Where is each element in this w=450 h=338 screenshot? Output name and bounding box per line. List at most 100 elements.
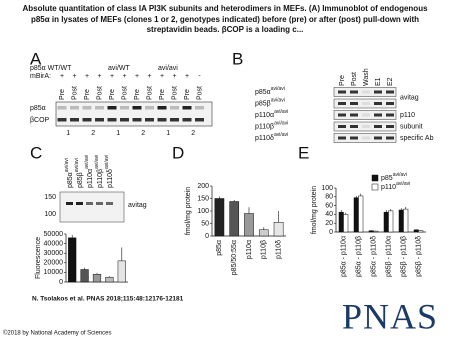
label-main: p85 — [381, 175, 393, 182]
band — [350, 136, 358, 140]
band — [76, 202, 83, 205]
lane-label: Pre — [84, 89, 91, 100]
band — [386, 125, 394, 128]
bar — [338, 211, 344, 233]
band — [362, 136, 370, 140]
citation: N. Tsolakos et al. PNAS 2018;115:48:1217… — [32, 296, 184, 303]
panel-letter: A — [30, 49, 42, 68]
bar — [398, 209, 404, 233]
label-sup: avi/avi — [274, 132, 288, 138]
x-tick-label: p85α — [216, 240, 223, 256]
lane-label: Pre — [59, 89, 66, 100]
bar — [358, 195, 364, 233]
y-tick-label: 50 — [201, 220, 209, 227]
label-main: p110δ — [107, 169, 114, 188]
legend-swatch — [371, 183, 379, 191]
label-sup: avi/avi — [104, 155, 110, 169]
band — [374, 113, 382, 117]
band — [362, 102, 370, 105]
bar — [353, 197, 359, 233]
label-sup: avi/avi — [274, 109, 288, 115]
label-sup: avi/avi — [64, 158, 70, 172]
band — [195, 106, 204, 110]
mbira-sign: + — [72, 73, 76, 80]
bar — [258, 229, 269, 237]
band — [338, 125, 346, 128]
band — [96, 202, 103, 205]
right-label: specific Ab — [400, 135, 434, 142]
panel-letter: C — [30, 143, 42, 162]
clone-label: 1 — [116, 130, 120, 137]
y-tick-label: 0 — [329, 229, 333, 236]
band — [107, 106, 117, 110]
column-label: Post — [351, 72, 358, 86]
bar — [368, 230, 374, 233]
label-main: p85α — [255, 89, 271, 96]
column-label: E1 — [375, 77, 382, 86]
band — [182, 106, 192, 110]
label-main: p85β — [77, 172, 84, 188]
blot-label: avitag — [128, 202, 147, 209]
band — [170, 106, 179, 110]
bar — [273, 222, 284, 237]
band — [350, 125, 358, 128]
band — [86, 202, 93, 205]
blot — [55, 101, 213, 127]
bar — [80, 269, 89, 283]
copyright: ©2018 by National Academy of Sciences — [3, 330, 111, 337]
genotype: avi/avi — [158, 65, 178, 72]
row-label: p85αavi/avi — [255, 86, 285, 96]
clone-label: 1 — [66, 130, 70, 137]
lane-label: Post — [71, 86, 78, 100]
mbira-sign: + — [172, 73, 176, 80]
bar — [403, 208, 409, 233]
mbira-sign: + — [110, 73, 114, 80]
band — [107, 118, 117, 122]
band — [362, 125, 370, 128]
label-main: p110δ — [255, 135, 274, 142]
x-tick-label: p85α - p110δ — [370, 236, 377, 277]
x-tick-label: p85β - p110α — [385, 236, 392, 277]
y-tick-label: 50000 — [44, 231, 64, 238]
y-tick-label: 40 — [325, 211, 333, 218]
bar — [418, 230, 424, 233]
band — [386, 90, 394, 94]
y-tick-label: 80 — [325, 194, 333, 201]
x-tick-label: p85/50:55α — [231, 240, 238, 275]
blot — [59, 191, 125, 223]
bar — [214, 198, 225, 237]
label-sup: avi/avi — [396, 181, 410, 187]
column-label: Pre — [339, 75, 346, 86]
band — [145, 118, 154, 122]
row-label: p110βavi/avi — [255, 121, 288, 131]
lane-label: p85βavi/avi — [74, 158, 84, 188]
legend-label: p85avi/avi — [381, 172, 407, 182]
label-sup: avi/avi — [393, 172, 407, 178]
row-label: p85α — [30, 105, 46, 112]
row-label: p85βavi/avi — [255, 98, 285, 108]
panel-letter: D — [172, 143, 184, 162]
lane-label: p85αavi/avi — [64, 158, 74, 188]
label-main: p110α — [87, 169, 94, 188]
lane-label: p110δavi/avi — [104, 155, 114, 188]
legend-swatch — [371, 174, 379, 182]
mbira-sign: + — [160, 73, 164, 80]
x-tick-label: p110δ — [275, 240, 282, 259]
y-tick-label: 150 — [197, 195, 209, 202]
y-tick-label: 100 — [321, 185, 333, 192]
y-tick-label: 10000 — [44, 269, 64, 276]
clone-label: 2 — [191, 130, 195, 137]
label-main: p85α — [67, 172, 74, 188]
label-sup: avi/avi — [94, 155, 100, 169]
band — [386, 102, 394, 105]
mbira-sign: + — [147, 73, 151, 80]
y-tick-label: 100 — [197, 208, 209, 215]
bar — [383, 211, 389, 233]
bar — [413, 229, 419, 233]
x-tick-label: p110β — [261, 240, 268, 259]
band — [170, 118, 179, 122]
row-label: p110δavi/avi — [255, 132, 288, 142]
lane-label: Pre — [159, 89, 166, 100]
bar — [244, 213, 254, 237]
band — [120, 118, 129, 122]
